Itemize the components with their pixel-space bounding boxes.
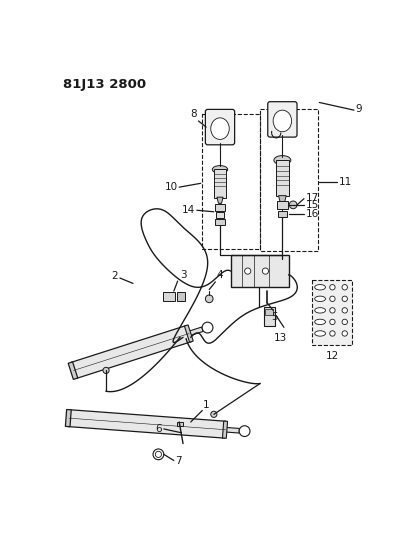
Circle shape	[239, 426, 250, 437]
Bar	[312, 280, 353, 345]
Polygon shape	[222, 421, 227, 438]
Text: 2: 2	[111, 271, 118, 281]
Bar	[216, 212, 224, 218]
Text: 16: 16	[306, 209, 319, 219]
Ellipse shape	[315, 285, 326, 290]
Bar	[260, 109, 318, 251]
Circle shape	[330, 296, 335, 302]
Circle shape	[342, 285, 347, 290]
Ellipse shape	[211, 118, 229, 140]
Circle shape	[342, 296, 347, 302]
Text: 12: 12	[326, 351, 339, 361]
Text: 5: 5	[271, 312, 278, 322]
Bar	[216, 219, 225, 225]
Polygon shape	[68, 362, 78, 379]
Bar	[202, 114, 260, 249]
Polygon shape	[65, 409, 71, 427]
Polygon shape	[279, 196, 286, 202]
Circle shape	[103, 367, 109, 374]
Bar	[278, 211, 287, 217]
Text: 7: 7	[175, 456, 182, 465]
Circle shape	[155, 451, 162, 457]
Circle shape	[180, 334, 186, 341]
Circle shape	[245, 268, 251, 274]
Text: 10: 10	[164, 182, 178, 192]
Ellipse shape	[274, 156, 291, 165]
Polygon shape	[189, 327, 203, 336]
Text: 1: 1	[203, 400, 210, 410]
Text: 11: 11	[339, 177, 352, 187]
Circle shape	[153, 449, 164, 460]
Text: 6: 6	[156, 424, 162, 434]
Text: 15: 15	[306, 200, 319, 210]
FancyBboxPatch shape	[205, 109, 235, 145]
Bar	[277, 201, 288, 209]
Text: 14: 14	[182, 205, 196, 215]
Bar	[216, 204, 225, 211]
Ellipse shape	[315, 319, 326, 325]
Text: 81J13 2800: 81J13 2800	[63, 78, 146, 91]
Circle shape	[330, 319, 335, 325]
Polygon shape	[184, 325, 193, 342]
Text: 13: 13	[274, 333, 288, 343]
Bar	[231, 255, 288, 287]
Circle shape	[289, 201, 297, 209]
FancyBboxPatch shape	[268, 102, 297, 137]
Text: 4: 4	[217, 270, 224, 280]
Polygon shape	[217, 197, 223, 203]
Text: 17: 17	[306, 193, 319, 203]
Circle shape	[342, 308, 347, 313]
Bar	[276, 160, 288, 196]
Bar	[264, 306, 275, 326]
Polygon shape	[68, 410, 226, 438]
Circle shape	[205, 295, 213, 303]
Bar	[177, 292, 184, 301]
Ellipse shape	[273, 110, 292, 132]
Circle shape	[330, 285, 335, 290]
Circle shape	[342, 319, 347, 325]
Circle shape	[330, 331, 335, 336]
Bar	[177, 422, 183, 426]
Text: 8: 8	[190, 109, 197, 119]
Ellipse shape	[315, 296, 326, 302]
Circle shape	[202, 322, 213, 333]
Bar	[214, 169, 226, 198]
Polygon shape	[225, 427, 239, 433]
Circle shape	[330, 308, 335, 313]
Text: 9: 9	[355, 104, 362, 115]
Text: 3: 3	[180, 270, 187, 280]
Bar	[163, 292, 175, 301]
Ellipse shape	[315, 308, 326, 313]
Circle shape	[342, 331, 347, 336]
Bar	[265, 309, 273, 315]
Ellipse shape	[315, 331, 326, 336]
Polygon shape	[71, 325, 192, 378]
Circle shape	[211, 411, 217, 417]
Ellipse shape	[212, 166, 228, 173]
Circle shape	[262, 268, 269, 274]
